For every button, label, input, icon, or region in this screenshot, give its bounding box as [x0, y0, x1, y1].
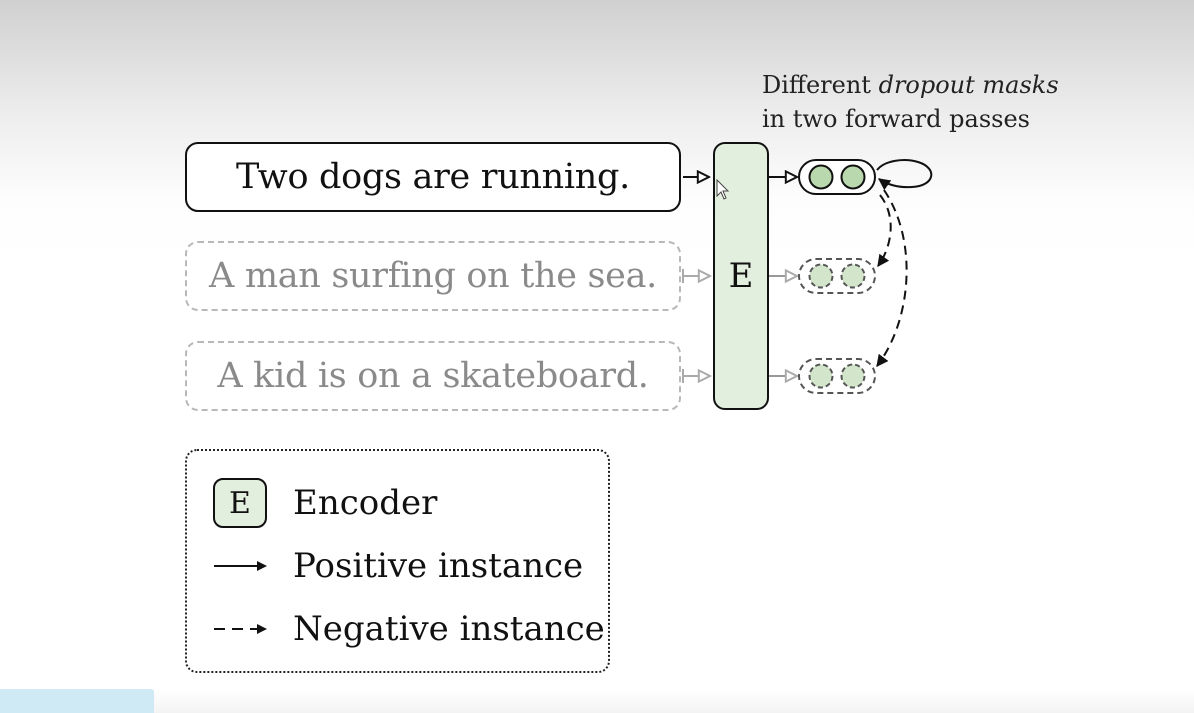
positive-self-loop [876, 159, 933, 191]
dropout-annotation: Different dropout masks in two forward p… [762, 68, 1059, 136]
legend-label-positive: Positive instance [293, 546, 584, 586]
legend-label-negative: Negative instance [293, 609, 605, 649]
taskbar-fragment [0, 689, 154, 713]
legend-label-encoder: Encoder [293, 483, 438, 523]
embedding-pair-negative-2 [798, 358, 876, 394]
legend-key-negative [213, 604, 269, 654]
annotation-line-1: Different dropout masks [762, 68, 1059, 102]
negative-arc-1 [877, 194, 892, 267]
sentence-positive: Two dogs are running. [185, 142, 681, 212]
legend-box: E Encoder Positive instance Negative ins… [185, 449, 610, 673]
encoder-mini-icon: E [213, 478, 267, 528]
annotation-italic: dropout masks [878, 71, 1059, 99]
legend-key-encoder: E [213, 478, 269, 528]
annotation-line-2: in two forward passes [762, 105, 1030, 133]
legend-row-encoder: E Encoder [213, 478, 437, 528]
sentence-negative-2: A kid is on a skateboard. [185, 341, 681, 411]
negative-arc-2 [876, 189, 908, 367]
embedding-pair-positive [798, 159, 876, 195]
sentence-negative-1: A man surfing on the sea. [185, 241, 681, 311]
embedding-pair-negative-1 [798, 258, 876, 294]
solid-arrow-icon [214, 561, 267, 571]
dashed-arrow-icon [214, 624, 267, 634]
annotation-plain: Different [762, 71, 879, 99]
legend-row-negative: Negative instance [213, 604, 605, 654]
input-arrow-negative-1 [682, 269, 710, 283]
legend-key-positive [213, 541, 269, 591]
input-arrow-negative-2 [682, 369, 710, 383]
mouse-cursor-icon [716, 178, 730, 200]
legend-row-positive: Positive instance [213, 541, 583, 591]
